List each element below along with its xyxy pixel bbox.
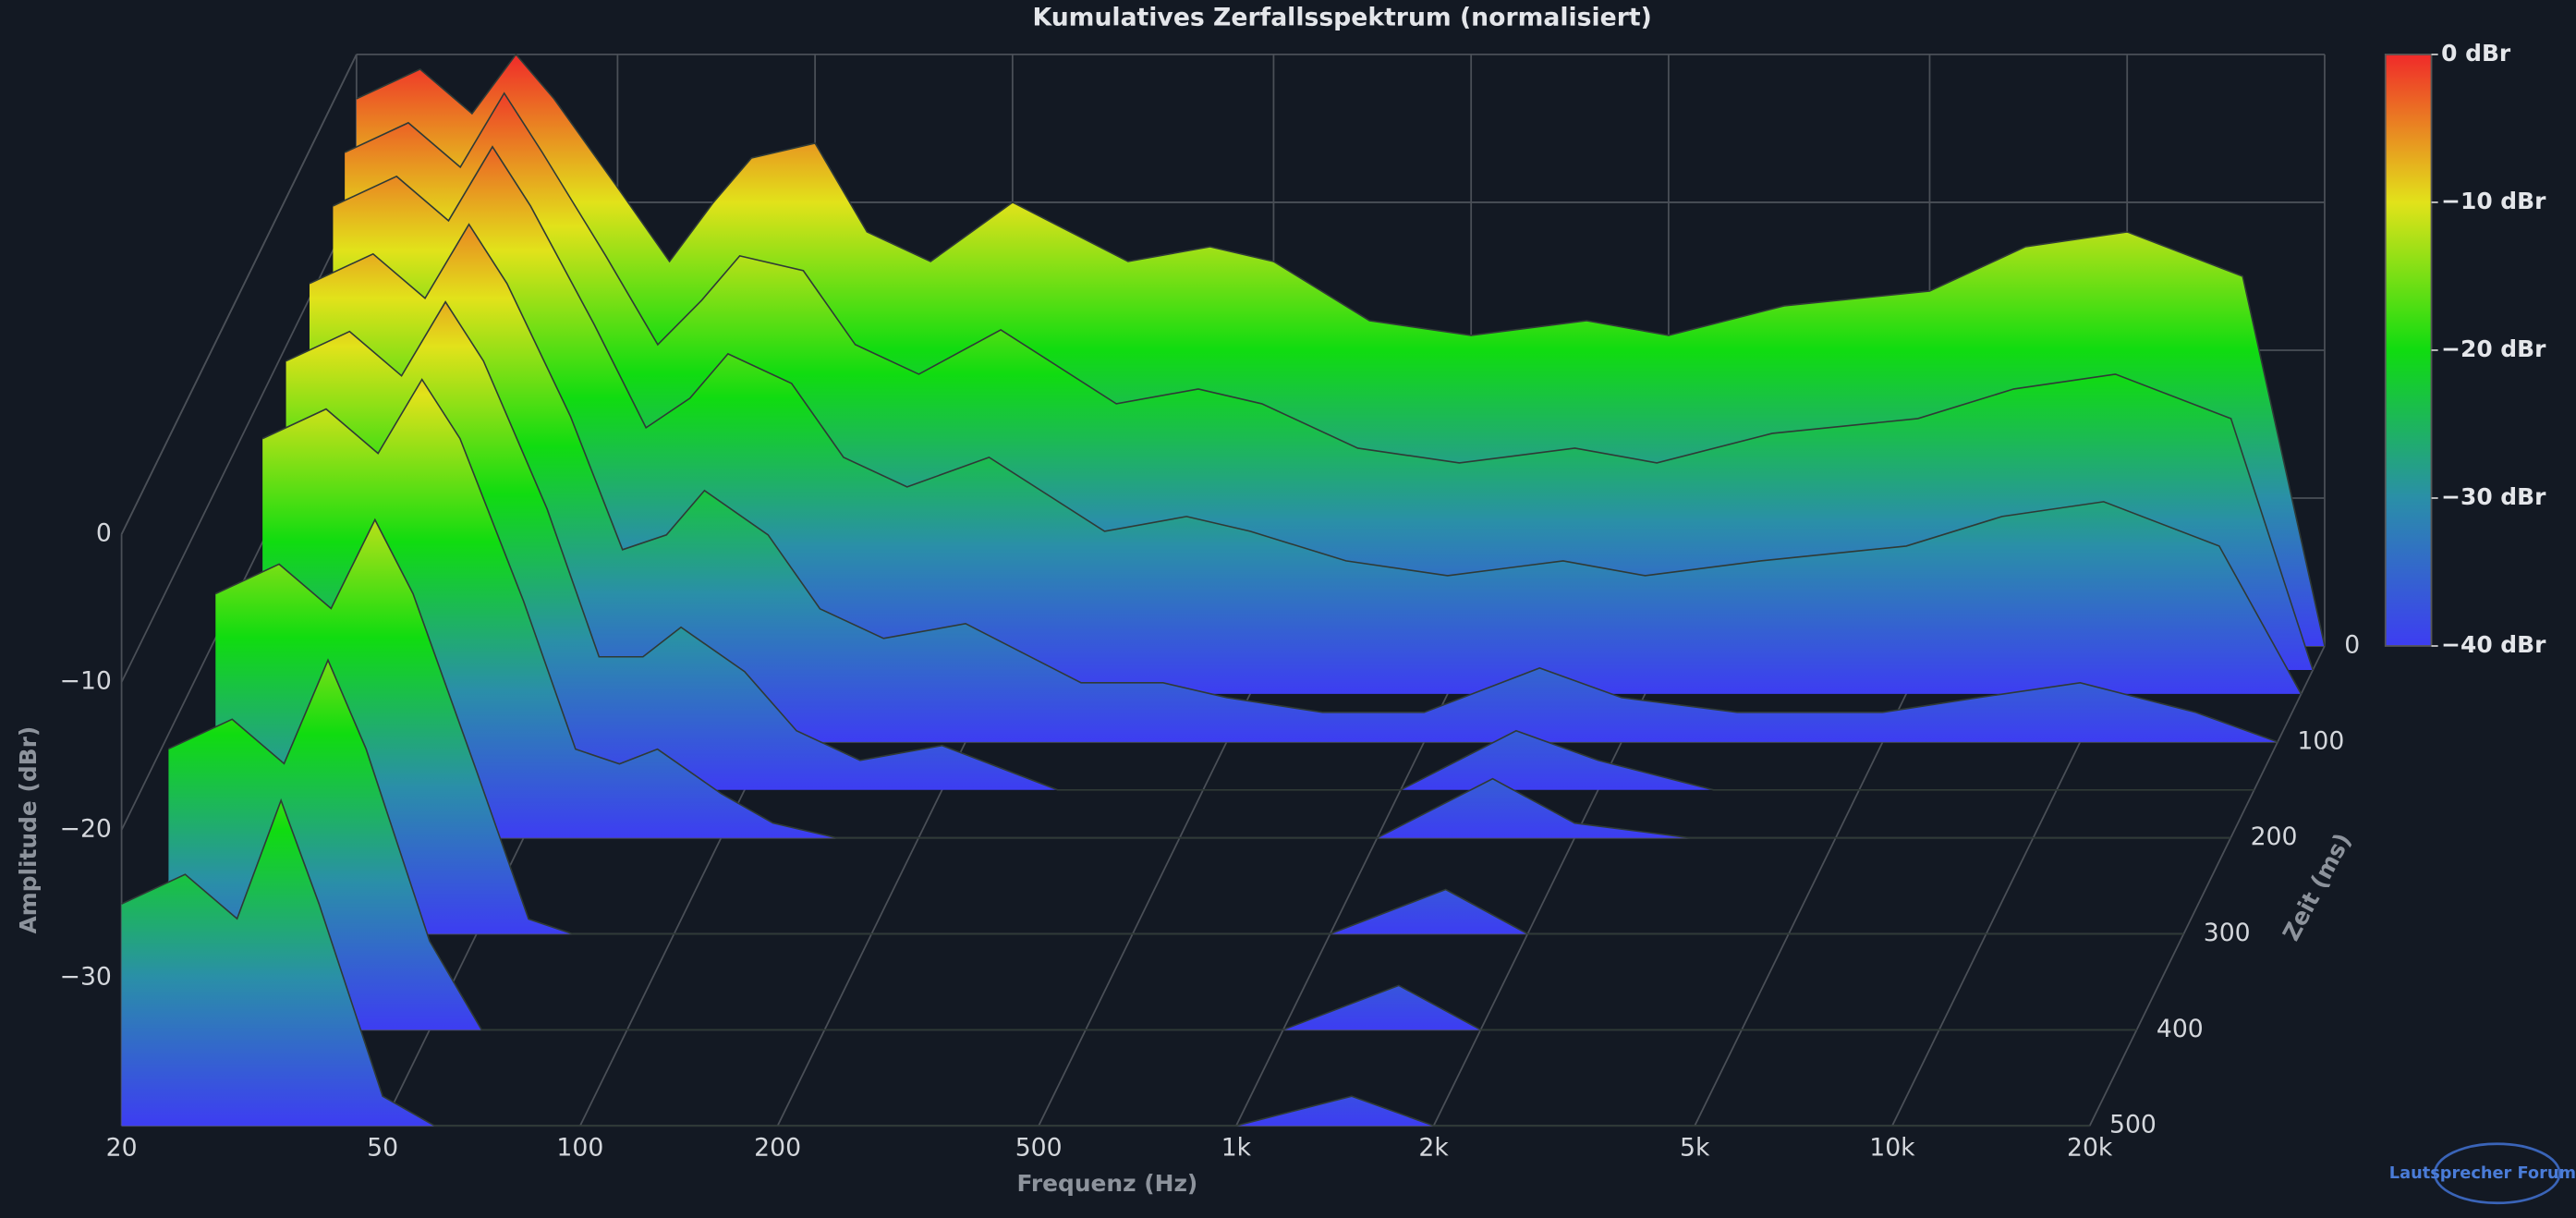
slice-area	[333, 146, 2302, 694]
x-tick-label: 200	[754, 1134, 801, 1163]
chart-title: Kumulatives Zerfallsspektrum (normalisie…	[1033, 3, 1652, 31]
z-tick-label: 400	[2157, 1015, 2204, 1043]
z-tick-label: 200	[2251, 822, 2298, 851]
colorbar	[2384, 54, 2433, 647]
x-tick-label: 1k	[1221, 1134, 1252, 1163]
slice-line	[121, 798, 2090, 1127]
y-tick-label: −20	[60, 815, 112, 844]
x-tick-label: 500	[1015, 1134, 1063, 1163]
colorbar-tick-label: −40 dBr	[2441, 631, 2546, 658]
y-tick-label: −30	[60, 963, 112, 992]
y-tick-label: 0	[96, 519, 112, 548]
x-tick-label: 20k	[2067, 1134, 2113, 1163]
frame-line	[120, 54, 358, 535]
z-tick-label: 500	[2109, 1111, 2157, 1139]
x-tick-label: 100	[556, 1134, 603, 1163]
y-tick-label: −10	[60, 667, 112, 696]
slice-area	[121, 800, 2090, 1127]
x-tick-label: 20	[106, 1134, 138, 1163]
x-tick-label: 5k	[1680, 1134, 1710, 1163]
slice-line	[333, 145, 2303, 695]
colorbar-tick-label: 0 dBr	[2441, 40, 2511, 67]
slice-line	[309, 223, 2278, 743]
colorbar-tick-label: −20 dBr	[2441, 335, 2546, 362]
slice-line	[356, 53, 2326, 647]
z-tick-label: 100	[2297, 726, 2344, 755]
watermark: Lautsprecher Forum.eu	[2389, 1163, 2576, 1183]
slice-line	[214, 518, 2184, 935]
x-tick-label: 10k	[1869, 1134, 1915, 1163]
z-tick-label: 300	[2204, 919, 2251, 947]
x-tick-label: 2k	[1418, 1134, 1449, 1163]
slice-area	[309, 224, 2278, 742]
floor-grid-line	[2088, 645, 2326, 1127]
x-tick-label: 50	[367, 1134, 398, 1163]
y-axis-label: Amplitude (dBr)	[15, 726, 42, 934]
slice-line	[261, 378, 2231, 839]
x-axis-label: Frequenz (Hz)	[1017, 1170, 1198, 1197]
z-tick-label: 0	[2344, 631, 2360, 660]
colorbar-tick-label: −10 dBr	[2441, 188, 2546, 214]
slice-line	[168, 658, 2137, 1031]
slice-line	[344, 91, 2315, 671]
slice-area	[168, 660, 2137, 1030]
logo-ring	[2433, 1142, 2561, 1205]
colorbar-tick-label: −30 dBr	[2441, 483, 2546, 510]
slice-line	[286, 300, 2254, 791]
